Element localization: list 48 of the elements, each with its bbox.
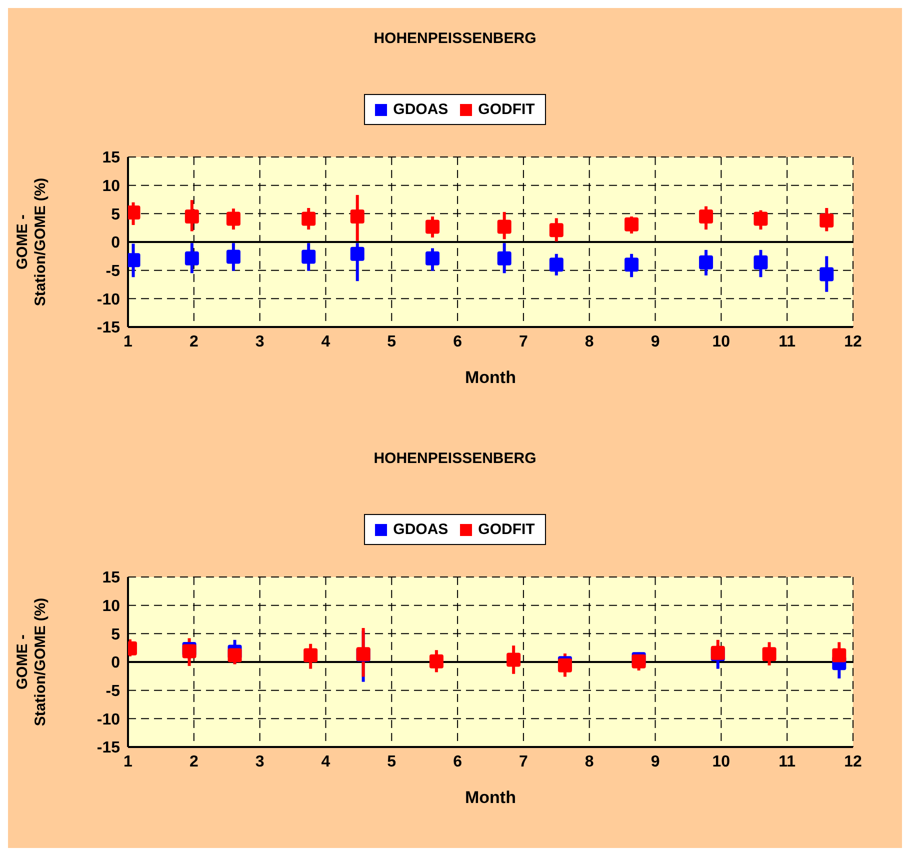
y-axis-title: GOME - Station/GOME (%) [14,596,50,728]
y-tick-label: -5 [106,683,120,700]
x-tick-label: 3 [255,753,264,770]
x-tick-label: 6 [453,333,462,350]
y-tick-label: 10 [102,598,120,616]
y-tick-label: 0 [111,234,120,252]
legend-label: GODFIT [478,101,535,118]
x-tick-label: 11 [778,333,796,350]
legend-label: GDOAS [393,521,448,538]
x-tick-label: 5 [387,333,396,350]
x-tick-label: 7 [519,333,528,350]
y-tick-label: 10 [102,178,120,196]
y-tick-label: -10 [96,711,120,728]
x-tick-label: 11 [778,753,796,770]
y-tick-label: 15 [102,150,120,167]
x-tick-label: 9 [650,333,660,350]
x-tick-label: 7 [519,753,528,770]
x-axis-title: Month [465,788,516,807]
x-axis-title: Month [465,368,516,387]
x-tick-label: 9 [650,753,660,770]
x-tick-label: 2 [189,333,198,350]
x-tick-label: 2 [189,753,198,770]
legend-label: GDOAS [393,101,448,118]
x-tick-label: 6 [453,753,462,770]
y-tick-label: 5 [111,626,120,644]
y-tick-label: -10 [96,291,120,308]
chart-title: HOHENPEISSENBERG [372,30,538,47]
y-tick-label: 0 [111,654,120,672]
x-tick-label: 1 [124,753,133,770]
x-tick-label: 5 [387,753,396,770]
y-tick-label: 15 [102,570,120,587]
x-tick-label: 3 [255,333,264,350]
x-tick-label: 10 [712,333,730,350]
y-axis-title: GOME - Station/GOME (%) [14,176,50,308]
x-tick-label: 10 [712,753,730,770]
x-tick-label: 8 [584,333,594,350]
x-tick-label: 4 [321,333,330,350]
legend-label: GODFIT [478,521,535,538]
y-tick-label: -5 [106,263,120,280]
y-tick-label: -15 [96,320,120,337]
x-tick-label: 12 [844,333,862,350]
x-tick-label: 4 [321,753,330,770]
x-tick-label: 8 [584,753,594,770]
y-tick-label: 5 [111,206,120,224]
x-tick-label: 12 [844,753,862,770]
x-tick-label: 1 [124,333,133,350]
chart-title: HOHENPEISSENBERG [372,450,538,467]
y-tick-label: -15 [96,740,120,757]
